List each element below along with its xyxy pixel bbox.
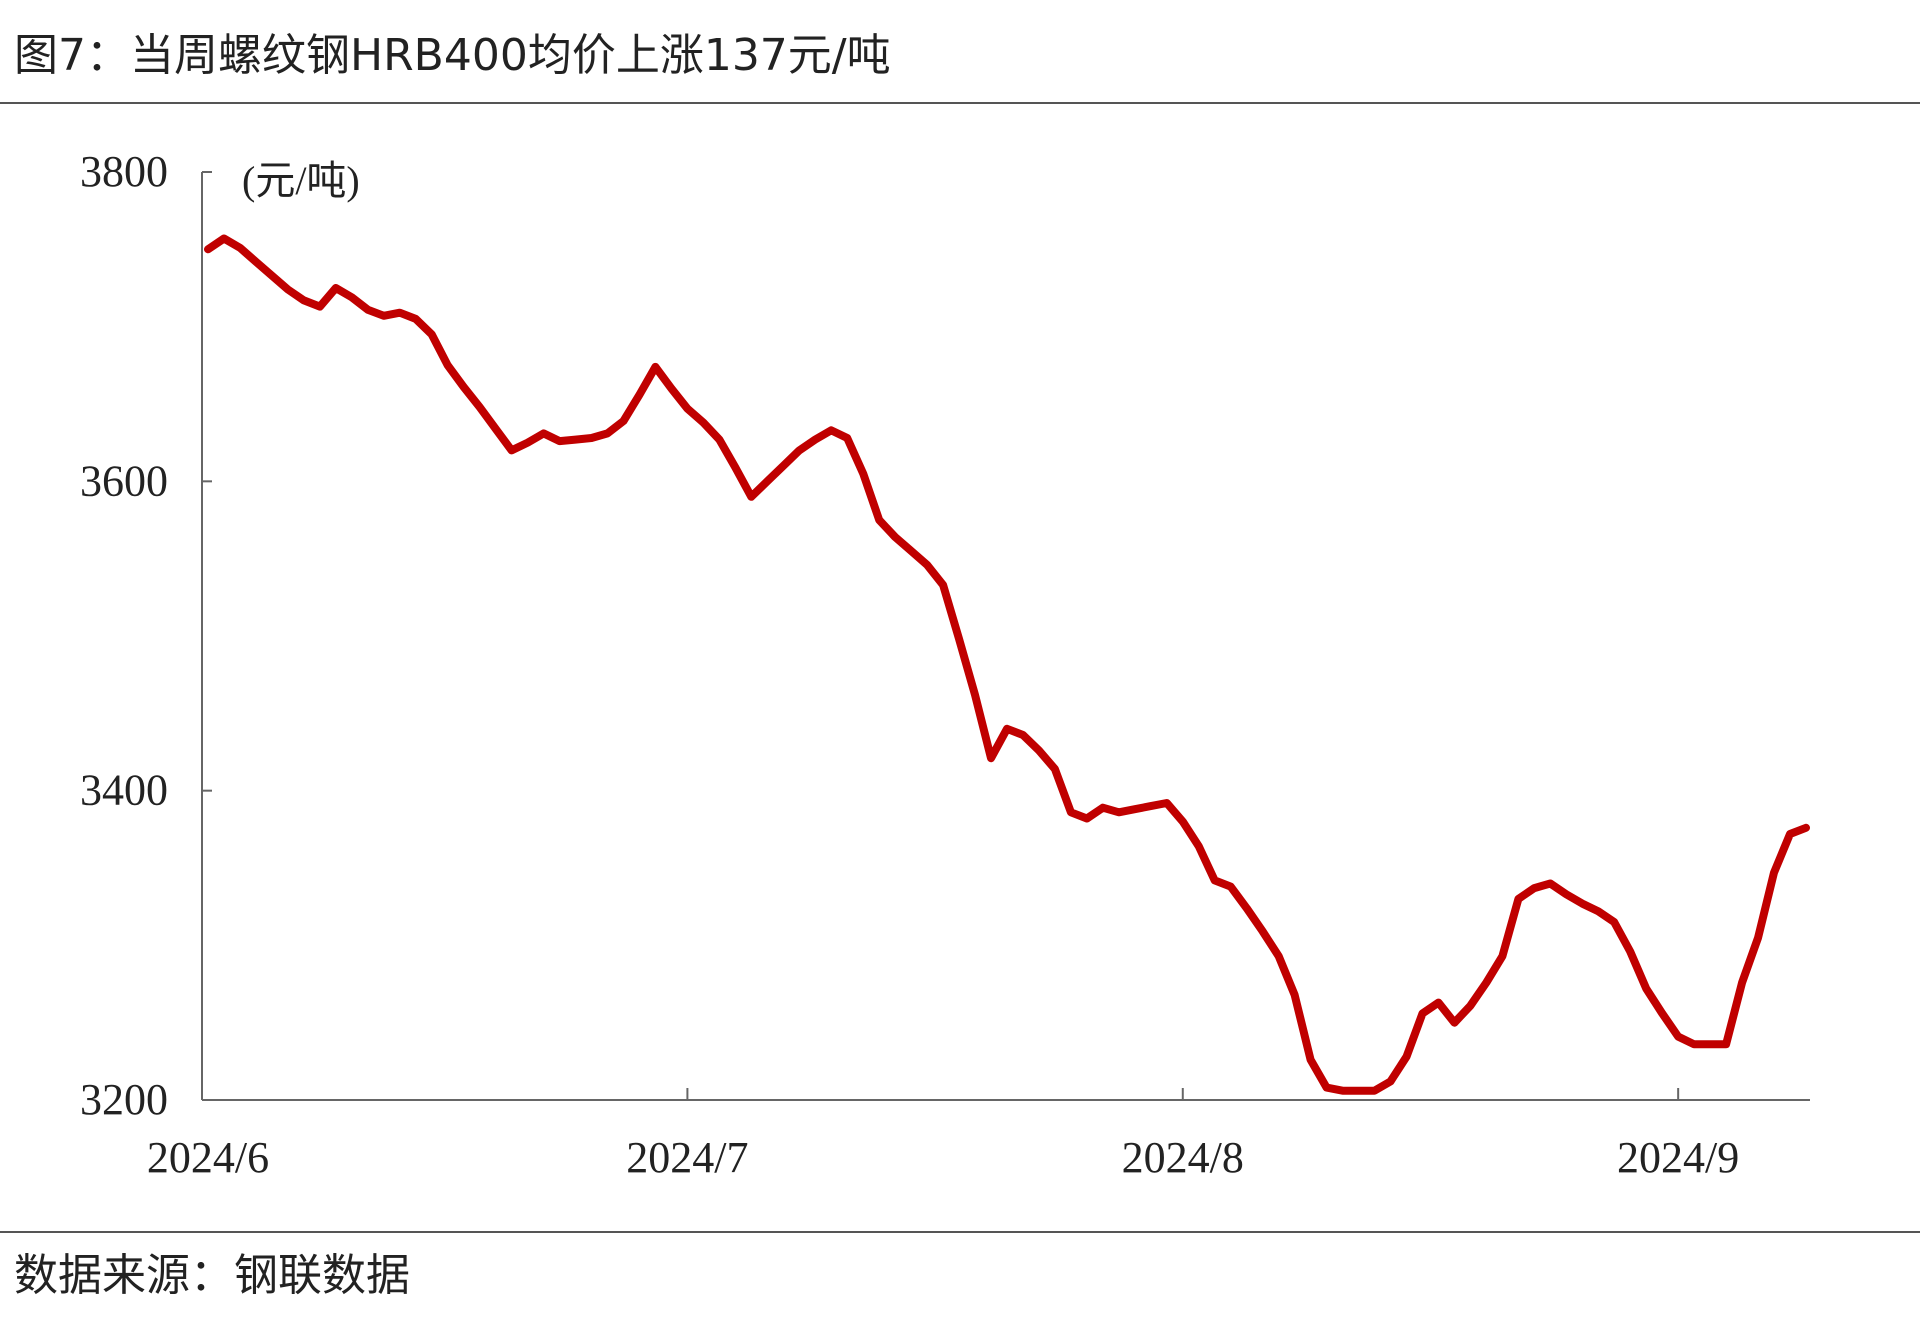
- x-tick-label: 2024/9: [1617, 1133, 1739, 1182]
- data-line: [204, 234, 1810, 1095]
- y-tick-label: 3400: [80, 766, 168, 815]
- y-tick-label: 3200: [80, 1075, 168, 1124]
- x-tick-label: 2024/6: [147, 1133, 269, 1182]
- y-tick-label: 3600: [80, 456, 168, 505]
- x-tick-label: 2024/8: [1122, 1133, 1244, 1182]
- chart-title: 图7：当周螺纹钢HRB400均价上涨137元/吨: [14, 30, 891, 81]
- y-axis-unit: (元/吨): [242, 158, 360, 203]
- source-note: 数据来源：钢联数据: [14, 1250, 410, 1301]
- x-tick-label: 2024/7: [626, 1133, 748, 1182]
- y-tick-label: 3800: [80, 147, 168, 196]
